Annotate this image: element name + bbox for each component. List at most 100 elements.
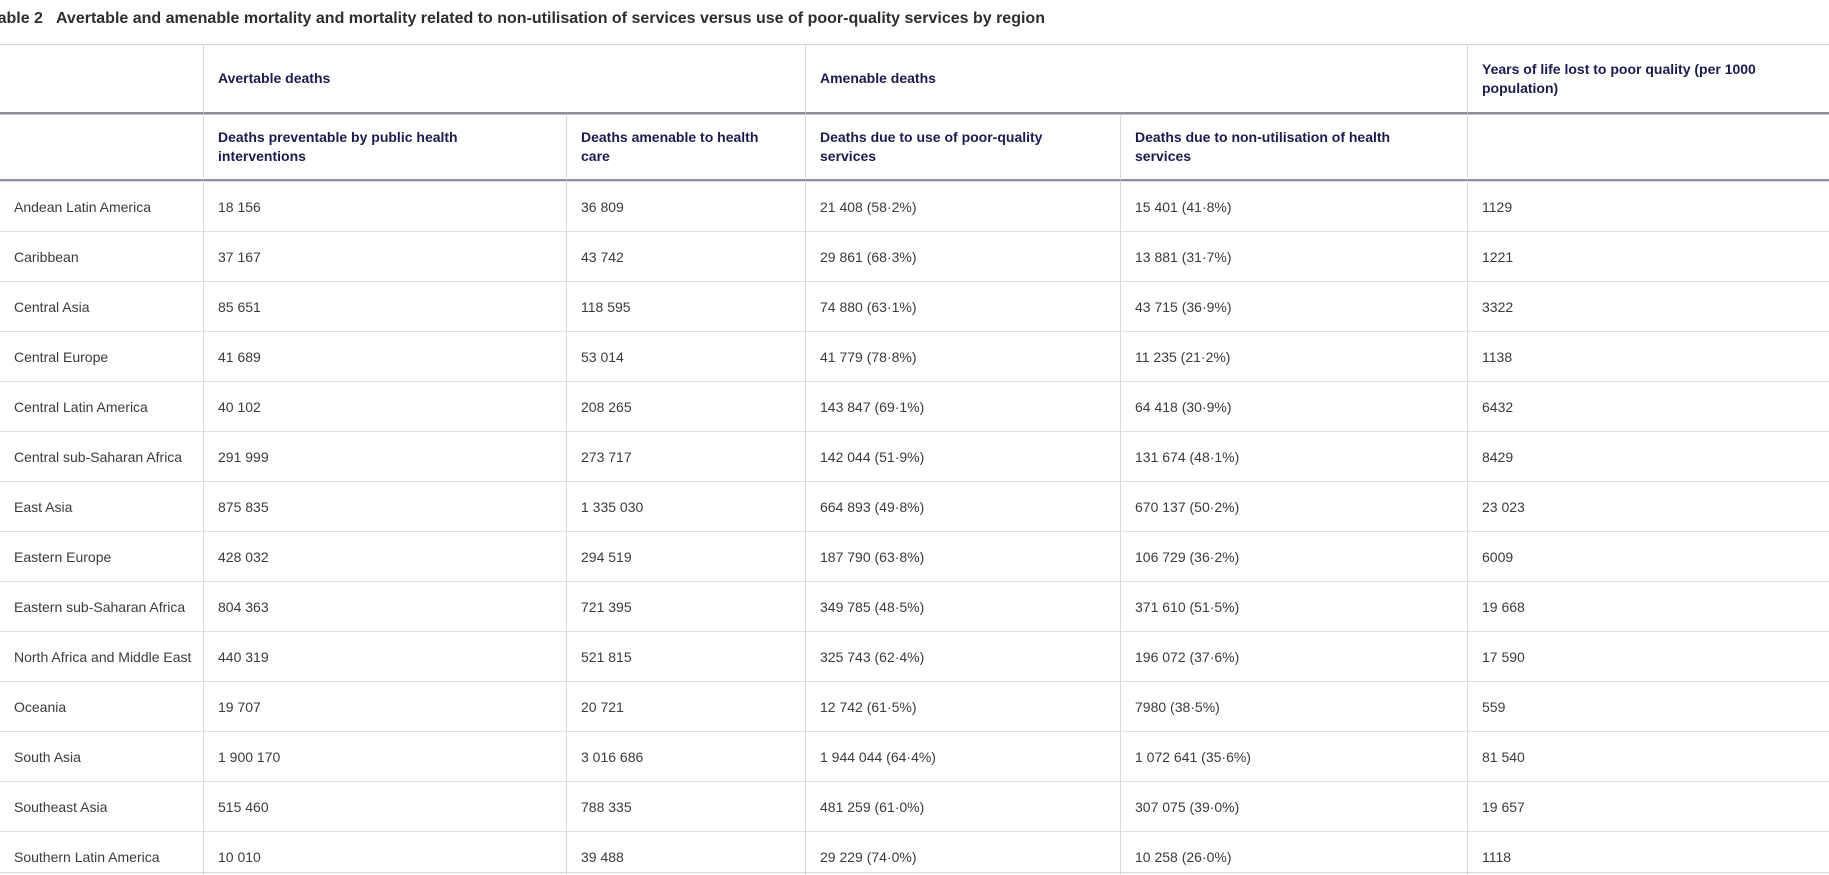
- region-cell: Southeast Asia: [0, 781, 203, 831]
- poor-quality-cell: 349 785 (48·5%): [805, 581, 1120, 631]
- group-header-amenable: Amenable deaths: [805, 44, 1467, 114]
- preventable-cell: 428 032: [203, 531, 566, 581]
- group-header-yll: Years of life lost to poor quality (per …: [1467, 44, 1829, 114]
- table-row: Central Latin America 40 102 208 265 143…: [0, 381, 1829, 431]
- non-utilisation-cell: 307 075 (39·0%): [1120, 781, 1467, 831]
- preventable-cell: 515 460: [203, 781, 566, 831]
- yll-cell: 6432: [1467, 381, 1829, 431]
- amenable-cell: 43 742: [566, 231, 805, 281]
- table-title: Table 2 Avertable and amenable mortality …: [0, 10, 1045, 28]
- non-utilisation-cell: 7980 (38·5%): [1120, 681, 1467, 731]
- amenable-cell: 721 395: [566, 581, 805, 631]
- poor-quality-cell: 29 229 (74·0%): [805, 831, 1120, 875]
- region-cell: Eastern sub-Saharan Africa: [0, 581, 203, 631]
- column-header-non-utilisation: Deaths due to non-utilisation of health …: [1120, 114, 1467, 181]
- group-header-yll-line1: Years of life lost to poor quality (per …: [1482, 60, 1756, 77]
- region-cell: Central Europe: [0, 331, 203, 381]
- column-header-non-utilisation-line1: Deaths due to non-utilisation of health: [1135, 129, 1391, 145]
- yll-cell: 1118: [1467, 831, 1829, 875]
- region-cell: South Asia: [0, 731, 203, 781]
- table-number: Table 2: [0, 10, 43, 27]
- amenable-cell: 118 595: [566, 281, 805, 331]
- region-cell: Eastern Europe: [0, 531, 203, 581]
- table-row: North Africa and Middle East 440 319 521…: [0, 631, 1829, 681]
- table-row: Central sub-Saharan Africa 291 999 273 7…: [0, 431, 1829, 481]
- table-row: Eastern sub-Saharan Africa 804 363 721 3…: [0, 581, 1829, 631]
- yll-cell: 1129: [1467, 181, 1829, 231]
- column-header-preventable: Deaths preventable by public health inte…: [203, 114, 566, 181]
- table-row: Southern Latin America 10 010 39 488 29 …: [0, 831, 1829, 875]
- poor-quality-cell: 74 880 (63·1%): [805, 281, 1120, 331]
- column-header-preventable-line2: interventions: [218, 148, 306, 164]
- region-cell: North Africa and Middle East: [0, 631, 203, 681]
- preventable-cell: 40 102: [203, 381, 566, 431]
- non-utilisation-cell: 106 729 (36·2%): [1120, 531, 1467, 581]
- yll-cell: 1221: [1467, 231, 1829, 281]
- amenable-cell: 294 519: [566, 531, 805, 581]
- group-header-empty: [0, 44, 203, 114]
- poor-quality-cell: 142 044 (51·9%): [805, 431, 1120, 481]
- table-row: Central Asia 85 651 118 595 74 880 (63·1…: [0, 281, 1829, 331]
- column-header-non-utilisation-line2: services: [1135, 148, 1192, 164]
- amenable-cell: 1 335 030: [566, 481, 805, 531]
- yll-cell: 1138: [1467, 331, 1829, 381]
- amenable-cell: 20 721: [566, 681, 805, 731]
- preventable-cell: 10 010: [203, 831, 566, 875]
- column-header-poor-quality: Deaths due to use of poor-quality servic…: [805, 114, 1120, 181]
- poor-quality-cell: 664 893 (49·8%): [805, 481, 1120, 531]
- table-title-text: Avertable and amenable mortality and mor…: [55, 10, 1045, 27]
- column-header-row: Deaths preventable by public health inte…: [0, 114, 1829, 181]
- preventable-cell: 804 363: [203, 581, 566, 631]
- non-utilisation-cell: 371 610 (51·5%): [1120, 581, 1467, 631]
- poor-quality-cell: 21 408 (58·2%): [805, 181, 1120, 231]
- preventable-cell: 1 900 170: [203, 731, 566, 781]
- non-utilisation-cell: 1 072 641 (35·6%): [1120, 731, 1467, 781]
- group-header-avertable: Avertable deaths: [203, 44, 805, 114]
- amenable-cell: 521 815: [566, 631, 805, 681]
- column-header-amenable-care-line2: care: [581, 148, 610, 164]
- region-cell: Central Latin America: [0, 381, 203, 431]
- region-cell: East Asia: [0, 481, 203, 531]
- amenable-cell: 208 265: [566, 381, 805, 431]
- column-header-amenable-care: Deaths amenable to health care: [566, 114, 805, 181]
- non-utilisation-cell: 10 258 (26·0%): [1120, 831, 1467, 875]
- poor-quality-cell: 481 259 (61·0%): [805, 781, 1120, 831]
- viewport-bottom-hairline: [0, 872, 1829, 873]
- amenable-cell: 53 014: [566, 331, 805, 381]
- preventable-cell: 41 689: [203, 331, 566, 381]
- non-utilisation-cell: 11 235 (21·2%): [1120, 331, 1467, 381]
- region-cell: Oceania: [0, 681, 203, 731]
- yll-cell: 559: [1467, 681, 1829, 731]
- region-cell: Caribbean: [0, 231, 203, 281]
- yll-cell: 3322: [1467, 281, 1829, 331]
- poor-quality-cell: 29 861 (68·3%): [805, 231, 1120, 281]
- table-row: Eastern Europe 428 032 294 519 187 790 (…: [0, 531, 1829, 581]
- table-row: Oceania 19 707 20 721 12 742 (61·5%) 798…: [0, 681, 1829, 731]
- yll-cell: 17 590: [1467, 631, 1829, 681]
- column-header-poor-quality-line1: Deaths due to use of poor-quality: [820, 129, 1043, 145]
- preventable-cell: 291 999: [203, 431, 566, 481]
- table-row: Southeast Asia 515 460 788 335 481 259 (…: [0, 781, 1829, 831]
- region-cell: Central sub-Saharan Africa: [0, 431, 203, 481]
- poor-quality-cell: 187 790 (63·8%): [805, 531, 1120, 581]
- region-cell: Central Asia: [0, 281, 203, 331]
- non-utilisation-cell: 15 401 (41·8%): [1120, 181, 1467, 231]
- yll-cell: 19 657: [1467, 781, 1829, 831]
- table-row: Andean Latin America 18 156 36 809 21 40…: [0, 181, 1829, 231]
- group-header-row: Avertable deaths Amenable deaths Years o…: [0, 44, 1829, 114]
- amenable-cell: 39 488: [566, 831, 805, 875]
- table-row: South Asia 1 900 170 3 016 686 1 944 044…: [0, 731, 1829, 781]
- poor-quality-cell: 143 847 (69·1%): [805, 381, 1120, 431]
- region-cell: Andean Latin America: [0, 181, 203, 231]
- yll-cell: 23 023: [1467, 481, 1829, 531]
- non-utilisation-cell: 64 418 (30·9%): [1120, 381, 1467, 431]
- column-header-empty: [0, 114, 203, 181]
- table-row: Central Europe 41 689 53 014 41 779 (78·…: [0, 331, 1829, 381]
- group-header-yll-line2: population): [1482, 79, 1559, 96]
- region-cell: Southern Latin America: [0, 831, 203, 875]
- poor-quality-cell: 1 944 044 (64·4%): [805, 731, 1120, 781]
- amenable-cell: 3 016 686: [566, 731, 805, 781]
- poor-quality-cell: 41 779 (78·8%): [805, 331, 1120, 381]
- column-header-amenable-care-line1: Deaths amenable to health: [581, 129, 759, 145]
